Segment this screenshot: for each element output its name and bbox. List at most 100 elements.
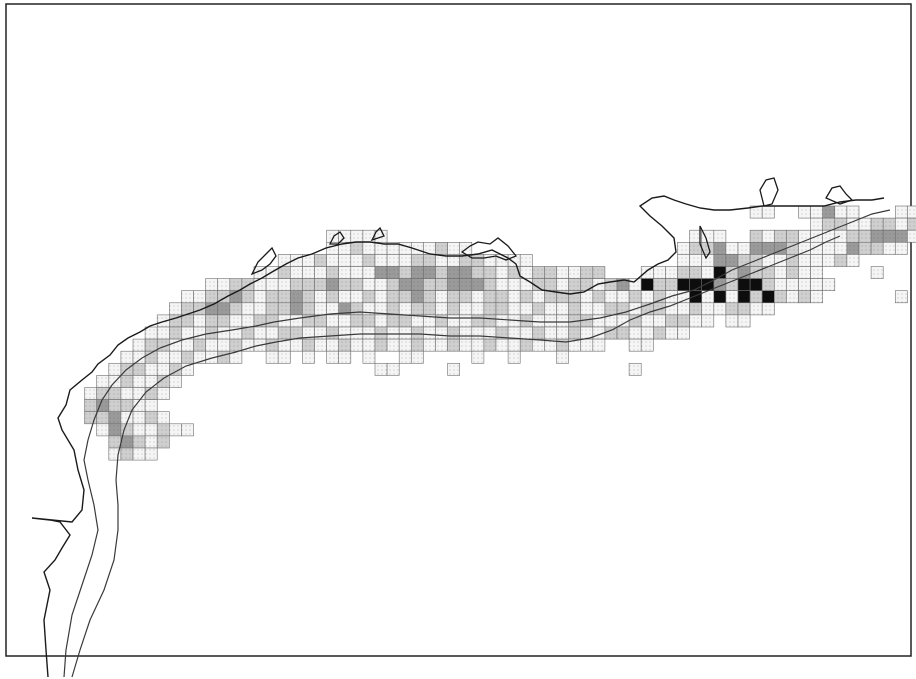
grid-cell-texture — [883, 218, 896, 231]
grid-cell-texture — [738, 302, 751, 315]
grid-cell-texture — [846, 242, 859, 255]
grid-cell-texture — [169, 351, 182, 364]
grid-cell-texture — [278, 302, 291, 315]
grid-cell-texture — [108, 399, 121, 412]
grid-cell-texture — [350, 278, 363, 291]
grid-cell — [761, 290, 775, 304]
grid-cell-texture — [592, 266, 605, 279]
grid-cell-texture — [96, 375, 109, 388]
grid-cell-texture — [871, 266, 884, 279]
grid-cell-texture — [701, 302, 714, 315]
grid-cell-texture — [580, 290, 593, 303]
grid-cell-texture — [241, 302, 254, 315]
grid-cell-texture — [762, 302, 775, 315]
grid-cell-texture — [689, 266, 702, 279]
grid-cell-texture — [580, 302, 593, 315]
grid-cell-texture — [810, 254, 823, 267]
grid-cell-texture — [157, 423, 170, 436]
grid-cell-texture — [108, 435, 121, 448]
grid-cell-texture — [84, 387, 97, 400]
grid-cell-texture — [133, 387, 146, 400]
grid-cell-texture — [375, 314, 388, 327]
grid-cell-texture — [399, 254, 412, 267]
grid-cell-texture — [169, 423, 182, 436]
grid-cell-texture — [350, 266, 363, 279]
grid-cell-texture — [895, 242, 908, 255]
grid-cell-texture — [604, 302, 617, 315]
grid-cell-texture — [181, 351, 194, 364]
grid-cell-texture — [725, 266, 738, 279]
grid-cell-texture — [120, 375, 133, 388]
grid-cell-texture — [798, 290, 811, 303]
grid-cell-texture — [290, 339, 303, 352]
grid-cell-texture — [120, 448, 133, 461]
grid-cell-texture — [169, 339, 182, 352]
grid-cell-texture — [411, 314, 424, 327]
grid-cell-texture — [314, 302, 327, 315]
grid-cell-texture — [423, 254, 436, 267]
grid-cell-texture — [568, 278, 581, 291]
grid-cell-texture — [689, 230, 702, 243]
grid-cell-texture — [895, 290, 908, 303]
grid-cell-texture — [435, 302, 448, 315]
grid-cell-texture — [350, 339, 363, 352]
grid-cell-texture — [399, 290, 412, 303]
grid-cell-texture — [145, 435, 158, 448]
grid-cell-texture — [689, 314, 702, 327]
grid-cell-texture — [338, 290, 351, 303]
grid-cell-texture — [907, 230, 916, 243]
grid-cell-texture — [641, 327, 654, 340]
grid-cell-texture — [653, 327, 666, 340]
grid-cell-texture — [362, 242, 375, 255]
grid-cell-texture — [423, 327, 436, 340]
grid-cell-texture — [338, 351, 351, 364]
grid-cell-texture — [677, 242, 690, 255]
grid-cell-texture — [665, 278, 678, 291]
grid-cell-texture — [290, 278, 303, 291]
grid-cell-texture — [423, 314, 436, 327]
grid-cell-texture — [871, 218, 884, 231]
grid-cell-texture — [883, 230, 896, 243]
grid-cell-texture — [798, 254, 811, 267]
grid-cell-texture — [338, 230, 351, 243]
grid-cell-texture — [556, 351, 569, 364]
grid-cell-texture — [592, 339, 605, 352]
grid-cell-texture — [508, 351, 521, 364]
grid-cell-texture — [859, 230, 872, 243]
grid-cell-texture — [520, 302, 533, 315]
isobath-slope — [71, 235, 841, 678]
isobath-shelf — [63, 209, 891, 678]
grid-cell-texture — [483, 314, 496, 327]
grid-cell-texture — [338, 242, 351, 255]
grid-cell-texture — [157, 327, 170, 340]
grid-cell-texture — [399, 278, 412, 291]
grid-cell-texture — [338, 327, 351, 340]
grid-cell-texture — [907, 206, 916, 219]
grid-cell-texture — [290, 302, 303, 315]
grid-cell-texture — [338, 339, 351, 352]
grid-cell-texture — [822, 206, 835, 219]
grid-cell-texture — [677, 327, 690, 340]
grid-cell-texture — [859, 218, 872, 231]
grid-cell-texture — [508, 314, 521, 327]
grid-cell-texture — [846, 230, 859, 243]
grid-cell-texture — [762, 242, 775, 255]
grid-cell-texture — [133, 375, 146, 388]
grid-cell-texture — [302, 327, 315, 340]
grid-cell-texture — [786, 290, 799, 303]
grid-cell-texture — [217, 278, 230, 291]
grid-cell-texture — [629, 363, 642, 376]
grid-cell-texture — [786, 254, 799, 267]
grid-cell-texture — [834, 242, 847, 255]
grid-cell-texture — [96, 411, 109, 424]
grid-cell-texture — [423, 290, 436, 303]
grid-cell-texture — [592, 302, 605, 315]
island-bay — [328, 226, 385, 245]
grid-cell-texture — [520, 290, 533, 303]
grid-cell-texture — [750, 206, 763, 219]
grid-cell-texture — [254, 278, 267, 291]
grid-cell-texture — [508, 290, 521, 303]
grid-cell-texture — [846, 254, 859, 267]
grid-cell-texture — [387, 242, 400, 255]
grid-cell-texture — [181, 423, 194, 436]
